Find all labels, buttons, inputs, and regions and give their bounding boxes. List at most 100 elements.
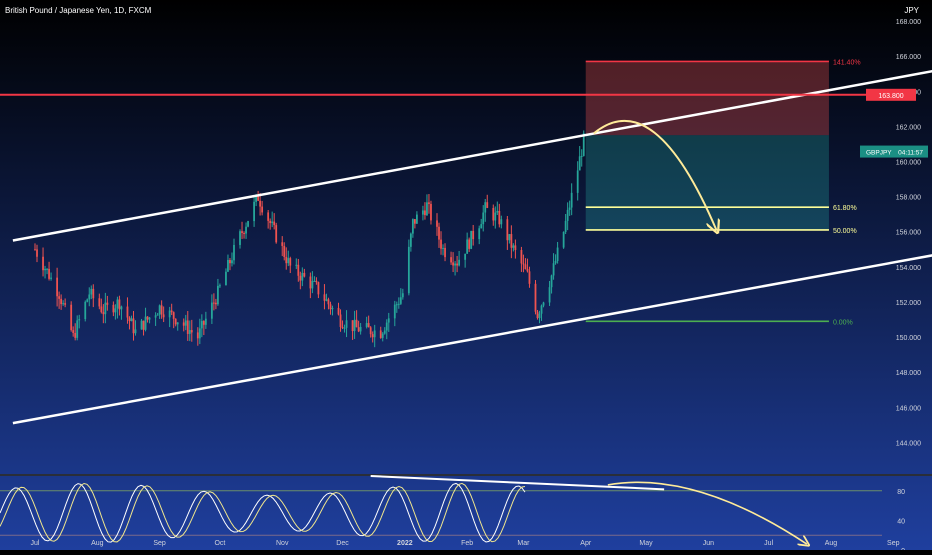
candle-body bbox=[353, 319, 356, 332]
candle-body bbox=[301, 272, 304, 281]
candle-body bbox=[116, 299, 119, 309]
candle-body bbox=[50, 277, 52, 279]
candle-body bbox=[436, 220, 438, 227]
candle-body bbox=[484, 202, 487, 213]
candle-body bbox=[126, 306, 129, 318]
candle-body bbox=[245, 226, 247, 234]
candle-body bbox=[367, 323, 370, 328]
candle-body bbox=[409, 233, 412, 247]
candle-body bbox=[239, 231, 241, 245]
candle-body bbox=[540, 305, 543, 314]
candle-body bbox=[36, 249, 38, 257]
oscillator-slow-line bbox=[0, 482, 526, 543]
candle-body bbox=[470, 230, 473, 249]
candle-body bbox=[345, 320, 348, 328]
candle-body bbox=[156, 314, 159, 316]
candle-body bbox=[562, 231, 565, 248]
candle-body bbox=[146, 316, 149, 320]
candle-body bbox=[323, 294, 326, 301]
candle-body bbox=[100, 306, 103, 313]
candle-body bbox=[442, 247, 444, 249]
candle-body bbox=[112, 304, 115, 313]
candle-body bbox=[259, 200, 262, 207]
time-tick-label: Mar bbox=[517, 540, 530, 547]
candle-body bbox=[395, 304, 398, 306]
candle-body bbox=[536, 311, 539, 319]
candle-body bbox=[570, 192, 573, 208]
price-tick-label: 168.000 bbox=[896, 19, 921, 26]
price-tick-label: 150.000 bbox=[896, 335, 921, 342]
candle-body bbox=[343, 327, 346, 329]
candle-body bbox=[204, 318, 207, 325]
time-tick-label: 2022 bbox=[397, 540, 413, 547]
candle-body bbox=[98, 298, 101, 307]
candle-body bbox=[299, 275, 302, 281]
candle-body bbox=[212, 302, 215, 304]
price-tick-label: 144.000 bbox=[896, 440, 921, 447]
candle-body bbox=[512, 245, 515, 248]
candle-body bbox=[466, 239, 469, 254]
time-tick-label: Oct bbox=[214, 540, 225, 547]
candle-body bbox=[285, 257, 288, 264]
candle-body bbox=[357, 327, 360, 332]
oscillator-tick-label: 40 bbox=[897, 518, 905, 525]
candle-body bbox=[158, 305, 161, 315]
candle-body bbox=[424, 210, 426, 216]
candle-body bbox=[120, 306, 123, 310]
candle-body bbox=[233, 244, 235, 261]
candle-body bbox=[219, 285, 221, 287]
divergence-line bbox=[370, 475, 665, 491]
candle-body bbox=[287, 258, 290, 264]
candle-body bbox=[506, 219, 509, 241]
fib-level-label: 50.00% bbox=[833, 228, 857, 235]
candle-body bbox=[297, 264, 300, 276]
candle-body bbox=[381, 333, 384, 338]
candle-body bbox=[188, 330, 191, 334]
candle-body bbox=[130, 318, 133, 322]
candle-body bbox=[229, 259, 231, 264]
candle-body bbox=[534, 283, 537, 312]
candle-body bbox=[580, 155, 583, 157]
candle-body bbox=[365, 323, 368, 327]
candle-body bbox=[140, 320, 143, 330]
price-tick-label: 146.000 bbox=[896, 405, 921, 412]
candle-body bbox=[273, 221, 276, 226]
time-tick-label: Nov bbox=[276, 540, 289, 547]
fib-level-label: 0.00% bbox=[833, 319, 853, 326]
candle-body bbox=[524, 264, 527, 270]
candle-body bbox=[309, 276, 312, 289]
candle-body bbox=[154, 315, 157, 318]
candle-body bbox=[520, 250, 523, 264]
candle-body bbox=[554, 260, 557, 264]
candle-body bbox=[247, 221, 249, 227]
candle-body bbox=[550, 275, 553, 288]
candle-body bbox=[401, 293, 404, 298]
channel-upper-line bbox=[12, 69, 932, 242]
candle-body bbox=[508, 234, 511, 241]
resistance-price-badge bbox=[866, 88, 916, 101]
time-tick-label: Jul bbox=[31, 540, 40, 547]
oscillator-forecast-arrow bbox=[607, 481, 807, 544]
candle-body bbox=[114, 308, 117, 313]
candle-body bbox=[78, 319, 81, 321]
candle-body bbox=[528, 271, 531, 284]
candle-body bbox=[176, 322, 179, 325]
candle-body bbox=[444, 247, 446, 258]
candle-body bbox=[510, 234, 513, 248]
candle-body bbox=[576, 170, 579, 193]
candle-body bbox=[339, 314, 342, 327]
candle-body bbox=[454, 263, 456, 266]
candle-body bbox=[275, 225, 278, 243]
candle-body bbox=[84, 301, 87, 320]
candle-body bbox=[281, 242, 284, 246]
symbol-title: British Pound / Japanese Yen, 1D, FXCM bbox=[5, 6, 152, 15]
candle-body bbox=[341, 326, 344, 329]
candle-body bbox=[359, 326, 362, 332]
candle-body bbox=[134, 329, 137, 334]
price-tick-label: 148.000 bbox=[896, 370, 921, 377]
candle-body bbox=[303, 272, 306, 277]
candle-body bbox=[373, 330, 376, 338]
candle-body bbox=[243, 232, 245, 234]
candle-body bbox=[92, 288, 95, 299]
